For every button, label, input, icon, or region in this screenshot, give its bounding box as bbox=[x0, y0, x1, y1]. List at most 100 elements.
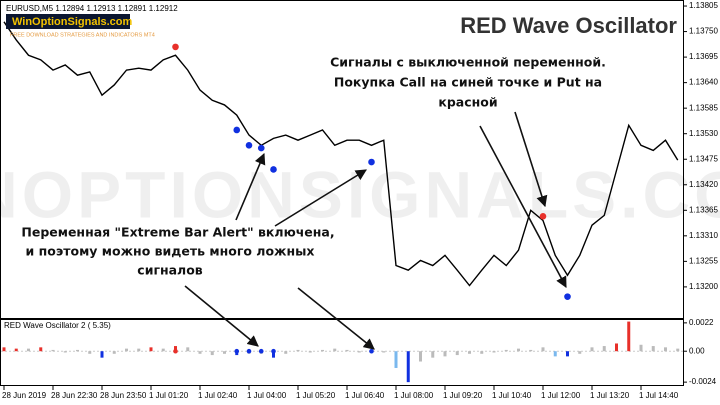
signal-dot bbox=[564, 293, 571, 300]
symbol-info: EURUSD,M5 1.12894 1.12913 1.12891 1.1291… bbox=[6, 4, 178, 13]
y-tick-label: 0.00 bbox=[689, 346, 705, 355]
histogram-bar bbox=[296, 349, 300, 352]
histogram-bar bbox=[578, 351, 582, 354]
histogram-bar bbox=[651, 346, 655, 352]
arrow bbox=[514, 111, 548, 208]
annotation: Покупка Call на синей точке и Put на bbox=[334, 75, 602, 90]
histogram-bar bbox=[210, 351, 214, 356]
y-tick-label: 1.13640 bbox=[689, 78, 718, 87]
histogram-bar bbox=[357, 351, 361, 353]
histogram-bar bbox=[223, 351, 226, 354]
x-tick-label: 1 Jul 10:40 bbox=[492, 391, 532, 400]
y-tick-label: 1.13530 bbox=[689, 129, 718, 138]
arrow bbox=[297, 287, 375, 350]
histogram-bar bbox=[529, 349, 533, 352]
x-tick-label: 1 Jul 08:00 bbox=[394, 391, 434, 400]
logo-bg bbox=[6, 14, 130, 29]
histogram-bar bbox=[39, 347, 43, 352]
y-tick-label: 1.13255 bbox=[689, 256, 718, 265]
watermark: WINOPTIONSIGNALS.COM bbox=[0, 157, 720, 231]
signal-dot bbox=[173, 348, 178, 354]
arrow bbox=[479, 125, 567, 288]
x-tick-label: 1 Jul 05:20 bbox=[296, 391, 336, 400]
histogram-bar bbox=[186, 347, 190, 352]
histogram-bar bbox=[345, 349, 349, 352]
histogram-bar bbox=[406, 351, 410, 383]
histogram-bar bbox=[382, 351, 386, 353]
histogram-bar bbox=[480, 351, 484, 354]
histogram-bar bbox=[443, 351, 447, 357]
histogram-bar bbox=[602, 346, 606, 352]
logo-subtitle: FREE DOWNLOAD STRATEGIES AND INDICATORS … bbox=[10, 32, 155, 38]
sub-title: RED Wave Oscillator 2 ( 5.35) bbox=[4, 321, 111, 330]
y-tick-label: 1.13585 bbox=[689, 103, 718, 112]
annotation: сигналов bbox=[137, 263, 203, 278]
signal-dot bbox=[246, 348, 252, 354]
histogram-bar bbox=[455, 351, 459, 356]
histogram-bar bbox=[51, 349, 55, 352]
x-tick-label: 1 Jul 02:40 bbox=[198, 391, 238, 400]
x-tick-label: 1 Jul 04:00 bbox=[247, 391, 287, 400]
histogram-bar bbox=[517, 348, 520, 352]
histogram-bar bbox=[615, 343, 618, 352]
histogram-bar bbox=[321, 349, 324, 352]
histogram-bar bbox=[468, 351, 471, 354]
histogram-bar bbox=[137, 348, 141, 352]
histogram-bar bbox=[566, 351, 569, 357]
histogram-bar bbox=[174, 346, 177, 352]
signal-dot bbox=[245, 142, 253, 149]
arrow bbox=[274, 169, 367, 227]
y-tick-label: 1.13805 bbox=[689, 1, 718, 10]
histogram-bar bbox=[125, 348, 128, 352]
x-tick-label: 1 Jul 14:40 bbox=[639, 391, 679, 400]
histogram-bar bbox=[76, 349, 79, 352]
annotations: Сигналы с выключенной переменной. Покупк… bbox=[21, 55, 606, 350]
annotation: красной bbox=[438, 95, 497, 110]
logo: WinOptionSignals.com bbox=[12, 16, 133, 28]
x-tick-label: 28 Jun 23:50 bbox=[100, 391, 147, 400]
y-tick-label: 1.13695 bbox=[689, 52, 718, 61]
histogram-bar bbox=[272, 351, 275, 358]
x-tick-label: 28 Jun 22:30 bbox=[51, 391, 98, 400]
x-tick-label: 1 Jul 13:20 bbox=[590, 391, 630, 400]
y-tick-label: 1.13365 bbox=[689, 205, 718, 214]
signal-dot bbox=[369, 348, 374, 354]
x-tick-label: 1 Jul 12:00 bbox=[541, 391, 581, 400]
y-tick-label: 1.13750 bbox=[689, 27, 718, 36]
y-tick-label: 0.0022 bbox=[689, 318, 714, 327]
histogram-bar bbox=[590, 347, 594, 352]
x-tick-label: 1 Jul 06:40 bbox=[345, 391, 385, 400]
y-tick-label: 1.13420 bbox=[689, 180, 718, 189]
x-tick-label: 1 Jul 09:20 bbox=[443, 391, 483, 400]
sub-frame bbox=[0, 319, 684, 386]
arrow bbox=[235, 152, 266, 221]
signal-dot bbox=[257, 144, 265, 152]
histogram-bar bbox=[112, 351, 116, 354]
histogram-bar bbox=[553, 351, 557, 357]
histogram-bar bbox=[308, 351, 312, 353]
histogram-bar bbox=[627, 321, 631, 352]
histogram-bar bbox=[664, 347, 667, 352]
histogram-bar bbox=[63, 351, 67, 353]
y-tick-label: -0.0024 bbox=[689, 377, 717, 386]
annotation: Переменная "Extreme Bar Alert" включена, bbox=[21, 225, 334, 240]
signal-dot bbox=[271, 348, 276, 354]
y-tick-label: 1.13200 bbox=[689, 282, 718, 291]
histogram-bar bbox=[492, 351, 496, 353]
histogram-bar bbox=[14, 348, 18, 352]
histogram-bar bbox=[161, 348, 165, 352]
signal-dot bbox=[539, 213, 547, 220]
annotation: и поэтому можно видеть много ложных bbox=[26, 244, 315, 259]
signal-dot bbox=[234, 348, 240, 354]
arrow bbox=[184, 285, 259, 347]
chart-title: RED Wave Oscillator bbox=[460, 13, 677, 38]
histogram-bar bbox=[27, 348, 30, 352]
signal-dot bbox=[368, 158, 375, 166]
signal-dot bbox=[270, 166, 277, 173]
y-tick-label: 1.13310 bbox=[689, 231, 718, 240]
histogram-bar bbox=[676, 348, 680, 352]
histogram-bar bbox=[149, 347, 153, 352]
x-tick-label: 1 Jul 01:20 bbox=[149, 391, 189, 400]
